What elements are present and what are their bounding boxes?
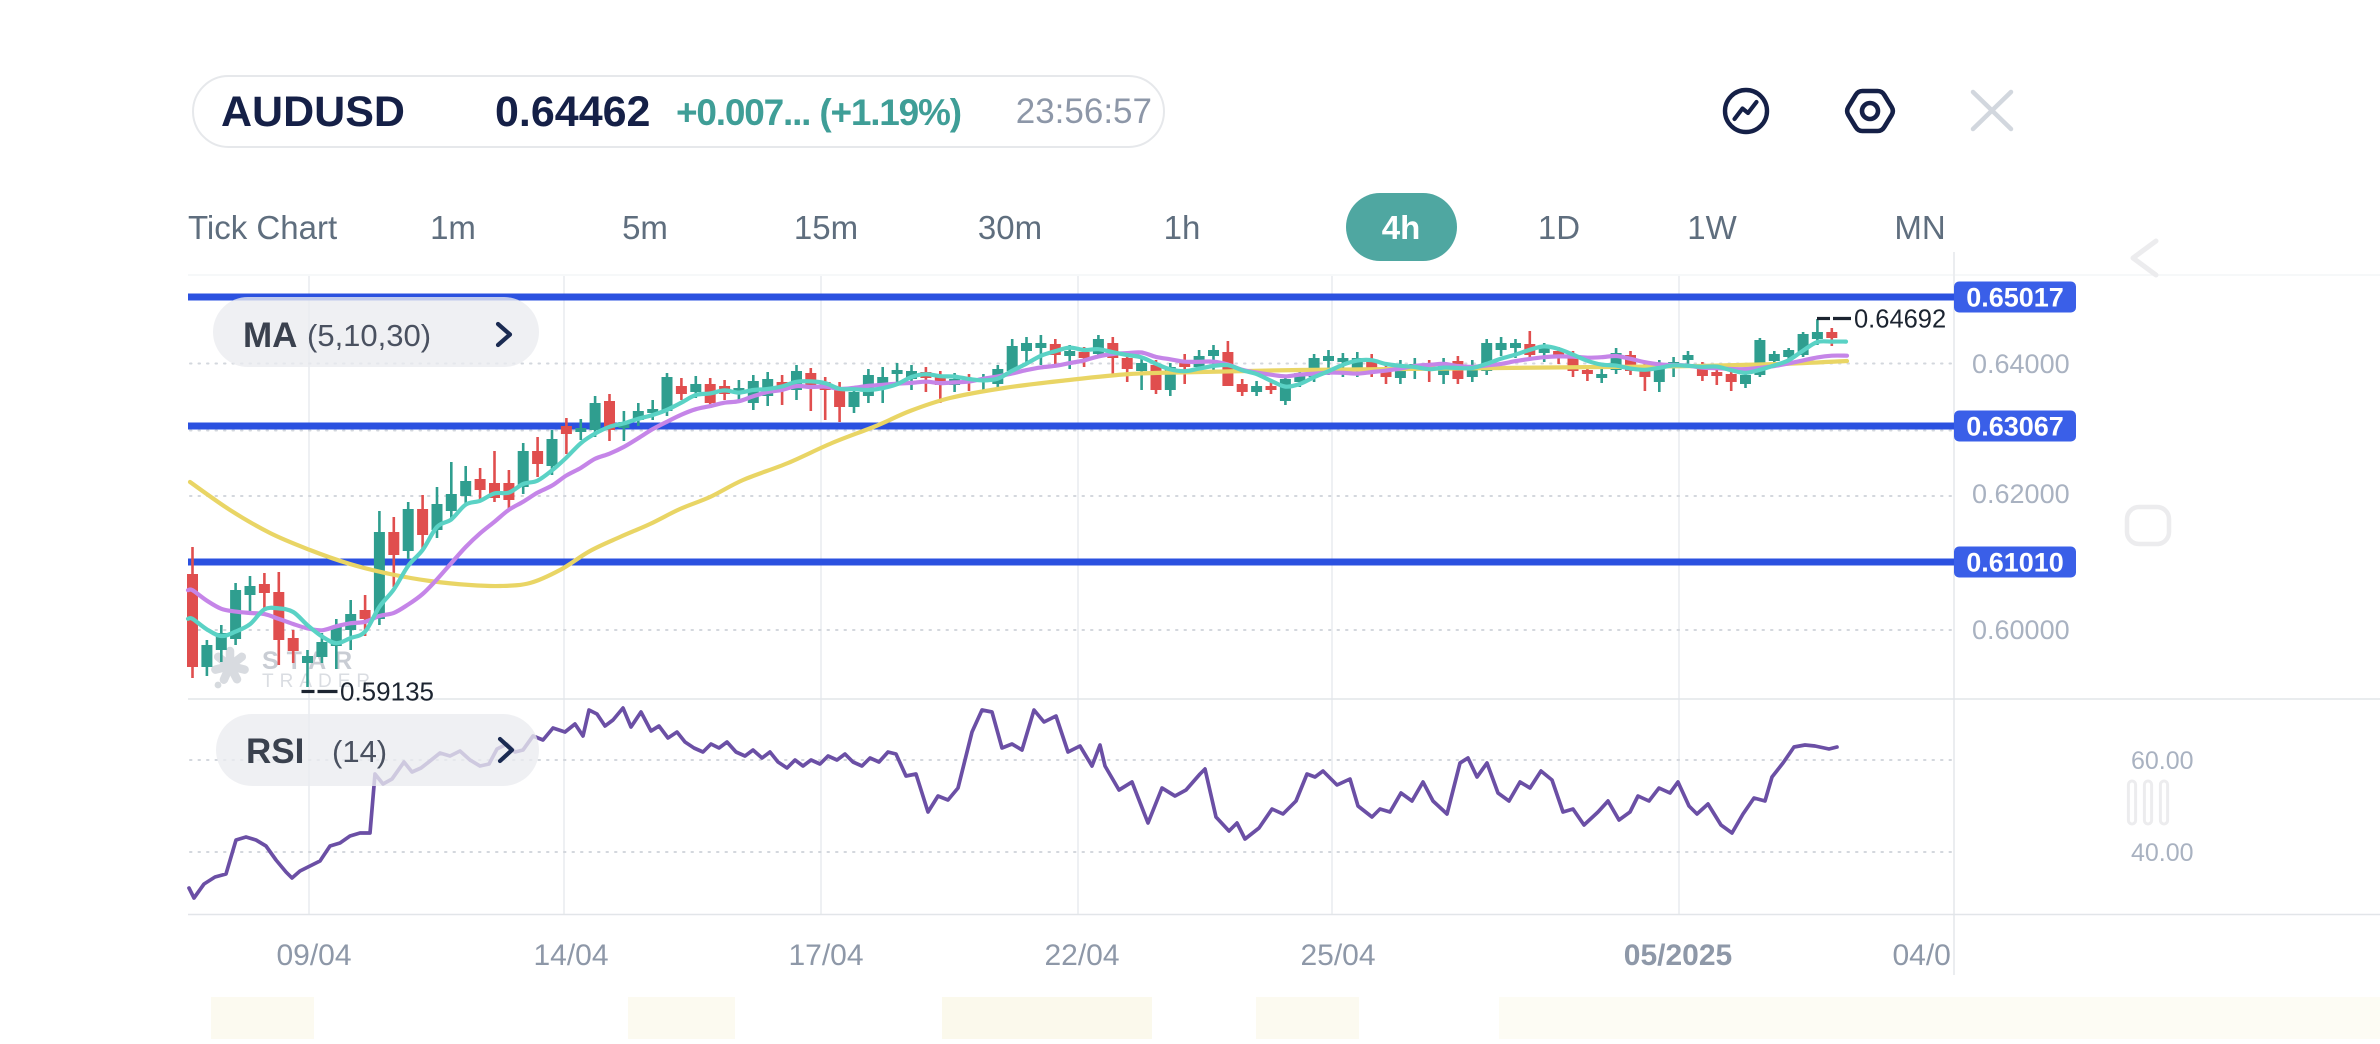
svg-text:0.61010: 0.61010 [1966, 548, 2064, 578]
svg-text:Tick Chart: Tick Chart [188, 209, 337, 246]
svg-text:1h: 1h [1164, 209, 1201, 246]
svg-text:40.00: 40.00 [2131, 839, 2194, 867]
svg-text:1m: 1m [430, 209, 476, 246]
svg-text:0.65017: 0.65017 [1966, 283, 2064, 313]
svg-text:MN: MN [1894, 209, 1945, 246]
svg-text:25/04: 25/04 [1300, 939, 1375, 972]
svg-text:15m: 15m [794, 209, 858, 246]
svg-text:14/04: 14/04 [533, 939, 608, 972]
svg-text:0.62000: 0.62000 [1972, 479, 2070, 509]
svg-text:1D: 1D [1538, 209, 1580, 246]
svg-text:0.64692: 0.64692 [1854, 306, 1946, 334]
svg-text:0.63067: 0.63067 [1966, 412, 2064, 442]
svg-text:0.59135: 0.59135 [340, 677, 434, 707]
svg-text:23:56:57: 23:56:57 [1016, 92, 1152, 131]
svg-text:09/04: 09/04 [276, 939, 351, 972]
svg-text:AUDUSD: AUDUSD [221, 88, 405, 136]
svg-text:60.00: 60.00 [2131, 747, 2194, 775]
svg-text:17/04: 17/04 [788, 939, 863, 972]
svg-text:0.64000: 0.64000 [1972, 349, 2070, 379]
svg-text:22/04: 22/04 [1044, 939, 1119, 972]
svg-text:TRADER: TRADER [262, 671, 376, 692]
svg-text:RSI: RSI [246, 732, 304, 771]
svg-text:04/05: 04/05 [1892, 939, 1967, 972]
svg-text:5m: 5m [622, 209, 668, 246]
svg-text:MA: MA [243, 316, 297, 355]
svg-text:1W: 1W [1687, 209, 1737, 246]
svg-text:0.60000: 0.60000 [1972, 615, 2070, 645]
svg-text:(14): (14) [332, 734, 387, 769]
svg-text:0.64462: 0.64462 [495, 88, 650, 136]
svg-text:05/2025: 05/2025 [1624, 939, 1732, 972]
svg-text:30m: 30m [978, 209, 1042, 246]
svg-text:(5,10,30): (5,10,30) [307, 318, 431, 353]
svg-text:+0.007... (+1.19%): +0.007... (+1.19%) [676, 92, 961, 133]
svg-text:4h: 4h [1382, 209, 1421, 246]
